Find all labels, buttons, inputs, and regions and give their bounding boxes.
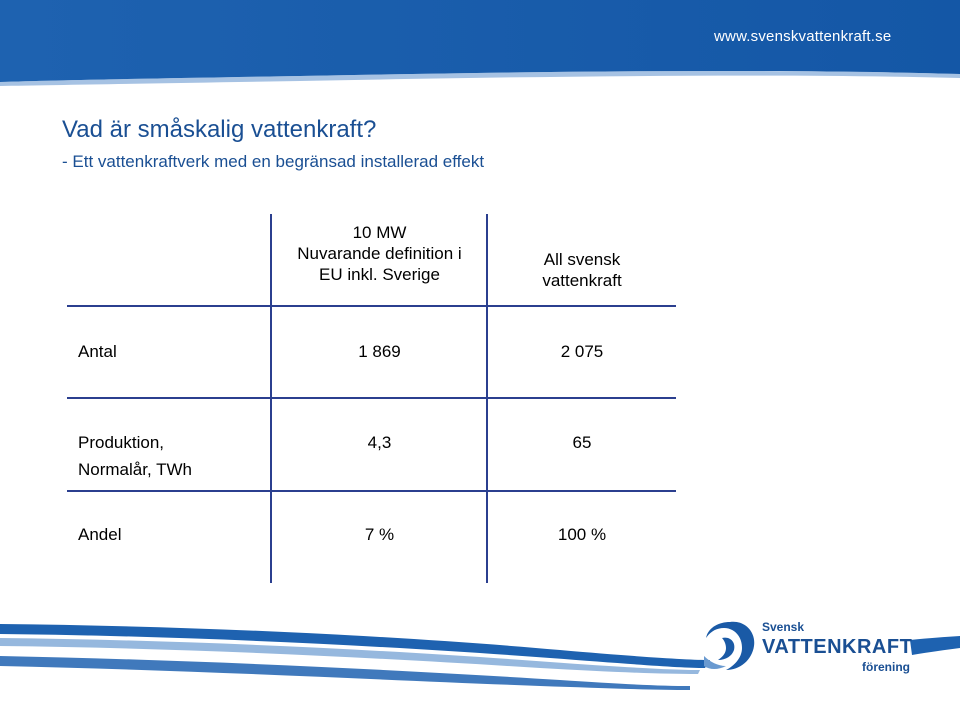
footer-wave	[0, 624, 960, 701]
column-header-line: All svensk	[543, 250, 621, 269]
row-label-antal: Antal	[78, 342, 117, 361]
table-cell: 65	[572, 433, 592, 452]
row-label-line: Produktion,	[78, 433, 164, 452]
column-header-line: EU inkl. Sverige	[319, 265, 440, 284]
logo-text-line: Svensk	[762, 620, 805, 634]
row-label-line: Normalår, TWh	[78, 460, 192, 479]
table-cell: 100 %	[557, 525, 607, 544]
column-header-line: vattenkraft	[542, 271, 622, 290]
table-cell: 4,3	[367, 433, 392, 452]
logo-text-line: förening	[862, 660, 910, 674]
table-cell: 7 %	[364, 525, 395, 544]
svensk-vattenkraft-logo[interactable]: Svensk VATTENKRAFT förening	[700, 616, 915, 678]
logo-text-line: VATTENKRAFT	[762, 636, 913, 658]
water-swirl-icon	[704, 621, 755, 670]
table-cell: 1 869	[358, 342, 401, 361]
column-header-all-hydropower: All svensk vattenkraft	[488, 249, 676, 291]
header-banner	[0, 0, 960, 86]
column-header-line: Nuvarande definition i	[297, 244, 462, 263]
table-cell: 2 075	[560, 342, 604, 361]
row-label-andel: Andel	[78, 525, 122, 544]
website-url[interactable]: www.svenskvattenkraft.se	[714, 28, 892, 45]
page-title: Vad är småskalig vattenkraft?	[62, 116, 377, 143]
row-label-produktion: Produktion, Normalår, TWh	[78, 432, 192, 480]
column-header-line: 10 MW	[352, 223, 407, 242]
column-header-small-scale: 10 MW Nuvarande definition i EU inkl. Sv…	[272, 222, 487, 285]
page-subtitle: - Ett vattenkraftverk med en begränsad i…	[62, 152, 485, 171]
